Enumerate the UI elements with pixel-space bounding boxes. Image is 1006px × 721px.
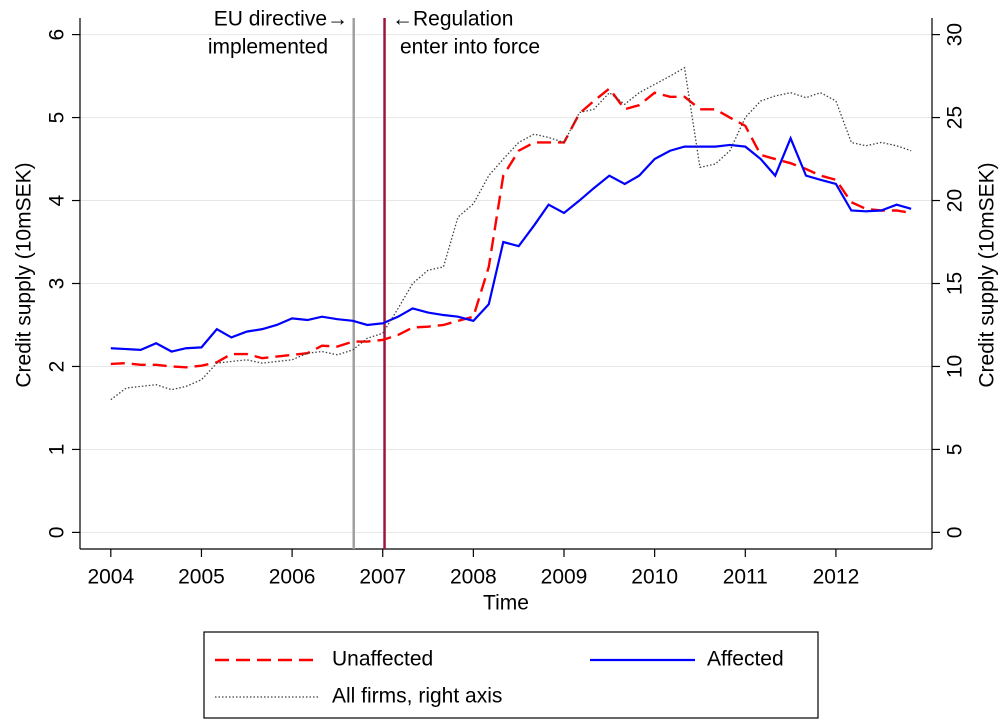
annotation: EU directive→: [214, 8, 348, 31]
y2-tick-label: 25: [944, 106, 967, 129]
y-tick-label: 4: [46, 194, 69, 206]
legend-label: Affected: [707, 648, 784, 671]
x-tick-label: 2010: [631, 566, 678, 589]
y2-axis-label: Credit supply (10mSEK): [976, 162, 999, 387]
y2-tick-label: 5: [944, 444, 967, 456]
x-tick-label: 2012: [813, 566, 860, 589]
y2-tick-label: 20: [944, 189, 967, 212]
annotation: implemented: [208, 36, 328, 59]
legend-label: Unaffected: [332, 648, 433, 671]
y-tick-label: 5: [46, 112, 69, 124]
x-axis-label: Time: [483, 592, 529, 615]
series-line: [110, 135, 912, 353]
y-axis-label: Credit supply (10mSEK): [13, 162, 36, 387]
x-tick-label: 2006: [269, 566, 316, 589]
x-tick-label: 2011: [723, 566, 768, 589]
y2-tick-label: 10: [944, 355, 967, 378]
y2-tick-label: 15: [944, 272, 967, 295]
legend-box: [203, 631, 819, 719]
x-tick-label: 2004: [87, 566, 134, 589]
y-tick-label: 0: [46, 527, 69, 539]
annotation: enter into force: [400, 36, 540, 59]
x-tick-label: 2007: [359, 566, 406, 589]
x-tick-label: 2005: [178, 566, 225, 589]
y2-tick-label: 30: [944, 23, 967, 46]
series-line: [110, 86, 912, 369]
x-tick-label: 2009: [541, 566, 588, 589]
y-tick-label: 2: [46, 361, 69, 373]
legend-label: All firms, right axis: [332, 685, 502, 708]
y2-tick-label: 0: [944, 527, 967, 539]
y-tick-label: 3: [46, 278, 69, 290]
y-tick-label: 6: [46, 29, 69, 41]
series-line: [110, 66, 912, 401]
annotation: ←Regulation: [392, 8, 513, 31]
x-tick-label: 2008: [450, 566, 497, 589]
y-tick-label: 1: [46, 444, 69, 456]
